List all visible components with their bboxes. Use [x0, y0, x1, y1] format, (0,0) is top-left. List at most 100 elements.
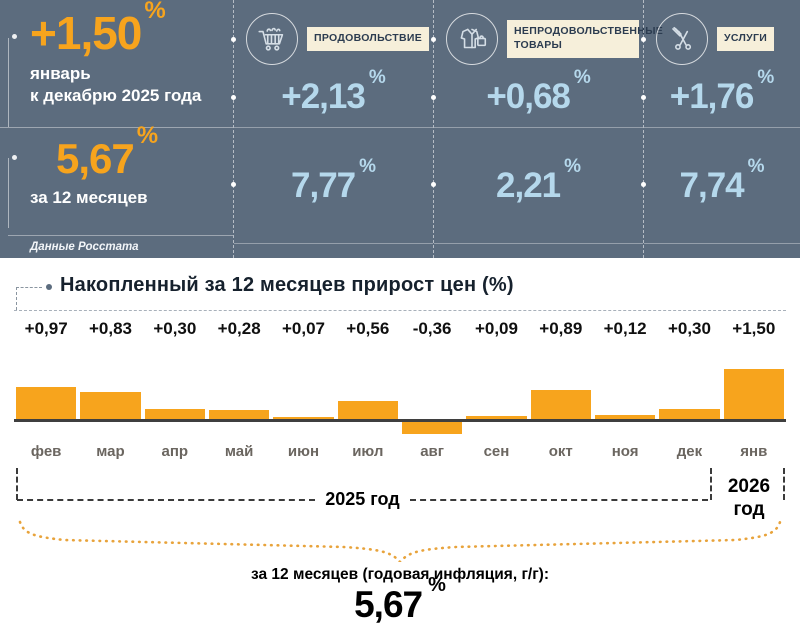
overall-monthly-caption: январь к декабрю 2025 года: [30, 63, 233, 107]
bracket-tick: [16, 468, 18, 500]
divider-dot: [431, 95, 437, 100]
chart-plot: [14, 345, 786, 439]
category-header: НЕПРОДОВОЛЬСТВЕННЫЕ ТОВАРЫ: [434, 0, 663, 66]
dashed-line: [409, 498, 708, 501]
bar-value-label: +0,28: [217, 319, 261, 338]
month-label: янв: [740, 443, 768, 460]
category-column-services: УСЛУГИ +1,76% 7,74%: [641, 0, 800, 258]
nonfood-monthly-cell: +0,68%: [434, 66, 644, 128]
divider-dot: [231, 37, 236, 42]
percent-sign: %: [428, 573, 446, 596]
category-header: ПРОДОВОЛЬСТВИЕ: [234, 0, 433, 66]
bar: [207, 345, 271, 439]
brace-annotation: [18, 520, 782, 562]
divider-dot: [231, 182, 236, 187]
chart-title: Накопленный за 12 месяцев прирост цен (%…: [60, 274, 514, 296]
percent-sign: %: [573, 67, 591, 89]
month-label: мар: [96, 443, 125, 460]
divider-dot: [641, 95, 647, 100]
bullet-dot: [46, 284, 52, 290]
month-label: ноя: [611, 443, 639, 460]
overall-annual-caption: за 12 месяцев: [30, 188, 148, 207]
annual-inflation-caption: за 12 месяцев (годовая инфляция, г/г):: [251, 566, 549, 583]
services-annual-cell: 7,74%: [644, 128, 800, 244]
bar-value-label: +1,50: [732, 319, 776, 338]
year-axis-bracket: 2025 год 2026 год: [14, 466, 786, 520]
shopping-cart-icon: [246, 13, 298, 65]
bar-value-label: +0,12: [603, 319, 647, 338]
clothing-icon: [446, 13, 499, 65]
x-axis-line: [14, 419, 786, 422]
services-annual-value: 7,74%: [679, 156, 765, 205]
services-monthly-cell: +1,76%: [644, 66, 800, 128]
bracket-tick: [710, 468, 712, 500]
divider-dot: [231, 95, 236, 100]
bar-value-label: +0,83: [88, 319, 132, 338]
divider-dot: [641, 182, 647, 187]
food-monthly-cell: +2,13%: [234, 66, 434, 128]
summary-panel: +1,50% январь к декабрю 2025 года 5,67% …: [0, 0, 800, 258]
annual-inflation-value: 5,67%: [354, 573, 446, 625]
month-label: окт: [548, 443, 573, 460]
year-2025-label: 2025 год: [325, 489, 400, 509]
bracket-tick: [783, 468, 785, 500]
month-label: июл: [352, 443, 384, 460]
bar: [143, 345, 207, 439]
category-label: ПРОДОВОЛЬСТВИЕ: [307, 27, 430, 51]
chart-section: Накопленный за 12 месяцев прирост цен (%…: [0, 274, 800, 626]
percent-sign: %: [747, 156, 765, 178]
bar-value-label: +0,30: [153, 319, 197, 338]
month-label: авг: [420, 443, 445, 460]
bar: [464, 345, 528, 439]
month-label: июн: [287, 443, 320, 460]
year-2025-bracket: 2025 год: [17, 489, 708, 510]
bar: [593, 345, 657, 439]
category-column-nonfood: НЕПРОДОВОЛЬСТВЕННЫЕ ТОВАРЫ +0,68% 2,21%: [431, 0, 663, 258]
bar-value-label: -0,36: [412, 319, 452, 338]
bar: [722, 345, 786, 439]
divider-dot: [431, 37, 437, 42]
scissors-icon: [656, 13, 709, 65]
food-annual-value: 7,77%: [291, 156, 377, 205]
dashed-line: [17, 498, 316, 501]
category-label: НЕПРОДОВОЛЬСТВЕННЫЕ ТОВАРЫ: [507, 20, 663, 58]
overall-annual-block: 5,67% за 12 месяцев: [0, 124, 233, 228]
data-source-note: Данные Росстата: [8, 235, 233, 253]
percent-sign: %: [144, 0, 166, 24]
overall-monthly-value: +1,50%: [30, 0, 233, 56]
chart-months-row: фев мар апр май июн июл авг сен окт ноя дек янв: [14, 443, 786, 460]
month-label: фев: [30, 443, 62, 460]
chart-values-row: +0,97 +0,83 +0,30 +0,28 +0,07 +0,56 -0,36 +0,09…: [14, 319, 786, 339]
category-column-food: ПРОДОВОЛЬСТВИЕ +2,13% 7,77%: [231, 0, 434, 258]
bar-value-label: +0,30: [667, 319, 711, 338]
percent-sign: %: [564, 156, 582, 178]
food-monthly-value: +2,13%: [281, 67, 386, 116]
year-2026-label: 2026 год: [727, 476, 771, 520]
month-label: дек: [676, 443, 703, 460]
food-annual-cell: 7,77%: [234, 128, 434, 244]
chart-bars-row: [14, 345, 786, 439]
nonfood-annual-value: 2,21%: [496, 156, 582, 205]
month-label: апр: [161, 443, 189, 460]
dashed-connector: [16, 287, 42, 288]
overall-panel: +1,50% январь к декабрю 2025 года 5,67% …: [0, 0, 233, 258]
percent-sign: %: [359, 156, 377, 178]
bar-value-label: +0,07: [281, 319, 325, 338]
nonfood-monthly-value: +0,68%: [486, 67, 591, 116]
bar: [78, 345, 142, 439]
services-monthly-value: +1,76%: [669, 67, 775, 116]
annual-value-number: 5,67: [56, 135, 135, 182]
nonfood-annual-cell: 2,21%: [434, 128, 644, 244]
category-label: УСЛУГИ: [717, 27, 775, 51]
chart-title-block: Накопленный за 12 месяцев прирост цен (%…: [14, 274, 786, 311]
category-header: УСЛУГИ: [644, 0, 800, 66]
percent-sign: %: [368, 67, 386, 89]
bar-value-label: +0,56: [346, 319, 390, 338]
percent-sign: %: [136, 122, 159, 149]
bar: [400, 345, 464, 439]
divider-dot: [641, 37, 647, 42]
bar: [271, 345, 335, 439]
bar-value-label: +0,09: [474, 319, 518, 338]
overall-monthly-block: +1,50% январь к декабрю 2025 года: [0, 0, 233, 128]
bar: [14, 345, 78, 439]
